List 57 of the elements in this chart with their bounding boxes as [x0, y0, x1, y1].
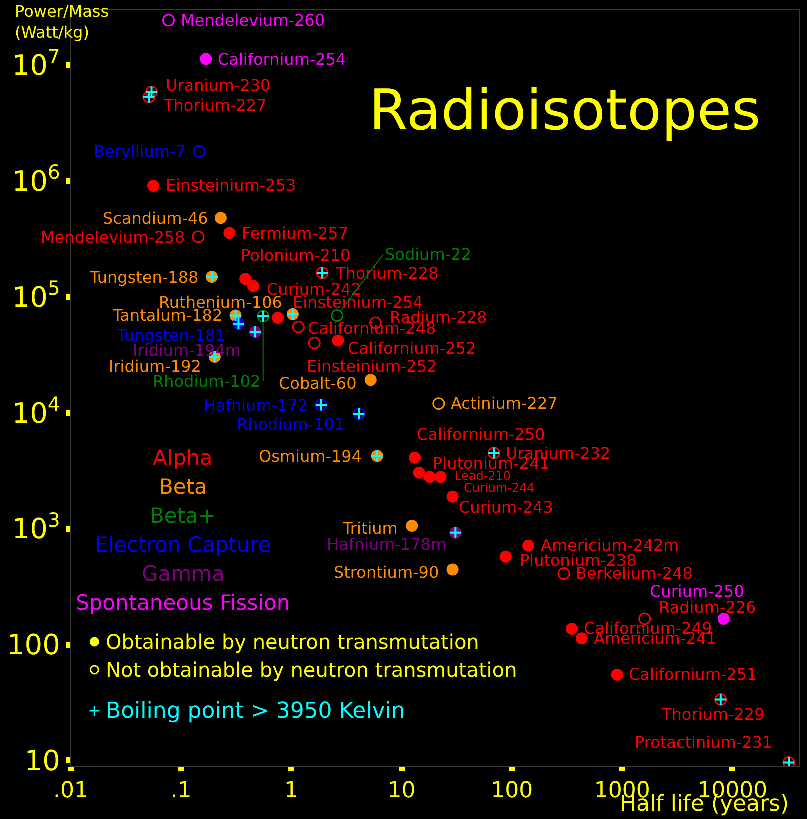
data-label: Thorium-229 [661, 705, 765, 724]
x-tick-label: 10 [388, 778, 416, 804]
y-tick-label: 10$^{7}$ [12, 45, 60, 82]
legend-label: Obtainable by neutron transmutation [106, 630, 480, 654]
data-label: Uranium-230 [166, 76, 271, 95]
data-label: Curium-250 [650, 582, 744, 601]
data-label: Scandium-46 [103, 209, 208, 228]
text: Beta [159, 475, 208, 499]
data-label: Einsteinium-253 [166, 176, 296, 195]
legend-label: Not obtainable by neutron transmutation [106, 658, 518, 682]
text: Gamma [142, 562, 225, 586]
text: Alpha [153, 446, 213, 470]
data-label: Protactinium-231 [635, 733, 773, 752]
data-label: Californium-252 [348, 339, 476, 358]
y-tick-label: 100 [6, 628, 60, 662]
data-label: Einsteinium-252 [307, 357, 438, 376]
data-label: Lead-210 [455, 469, 512, 483]
data-label: Osmium-194 [259, 447, 362, 466]
data-label: Curium-243 [459, 498, 554, 517]
y-tick-label: 10$^{5}$ [12, 277, 60, 314]
data-label: Thorium-227 [163, 96, 267, 115]
data-label: Radium-226 [659, 598, 756, 617]
data-label: Californium-250 [417, 425, 546, 444]
y-tick-label: 10$^{4}$ [12, 393, 60, 430]
x-tick-label: 1 [284, 778, 299, 804]
data-label: Sodium-22 [385, 245, 472, 264]
x-tick-label: .1 [170, 778, 192, 804]
data-label: Hafnium-178m [327, 535, 447, 554]
data-label: Actinium-227 [451, 394, 558, 413]
data-label: Tungsten-181 [116, 326, 226, 345]
data-label: Rhodium-101 [237, 415, 345, 434]
data-label: Curium-244 [464, 481, 535, 495]
data-label: Americium-242m [541, 536, 680, 555]
data-label: Tritium [342, 519, 398, 538]
y-tick-label: 10$^{6}$ [12, 161, 60, 198]
data-label: Fermium-257 [242, 224, 349, 243]
data-label: Hafnium-172 [204, 396, 308, 415]
data-label: Beryllium-7 [94, 142, 186, 161]
data-label: Thorium-228 [335, 264, 439, 283]
data-label: Polonium-210 [241, 246, 351, 265]
text: Spontaneous Fission [76, 591, 290, 615]
text: Radioisotopes [369, 78, 761, 144]
y-tick-label: 10 [24, 744, 60, 778]
data-label: Californium-251 [629, 665, 758, 684]
data-label: Cobalt-60 [279, 374, 357, 393]
text: Beta+ [150, 504, 216, 528]
legend-label: Boiling point > 3950 Kelvin [106, 699, 406, 724]
data-label: Mendelevium-258 [41, 228, 186, 247]
data-label: Tungsten-188 [89, 268, 199, 287]
y-tick-label: 10$^{3}$ [12, 508, 60, 546]
data-label: Californium-254 [218, 50, 346, 69]
data-label: Strontium-90 [334, 563, 440, 582]
x-tick-label: .01 [54, 778, 88, 804]
text: Electron Capture [95, 533, 272, 557]
data-label: Mendelevium-260 [181, 11, 326, 30]
x-tick-label: 100 [491, 778, 534, 804]
y-axis-title: Power/Mass (Watt/kg) [15, 2, 110, 42]
